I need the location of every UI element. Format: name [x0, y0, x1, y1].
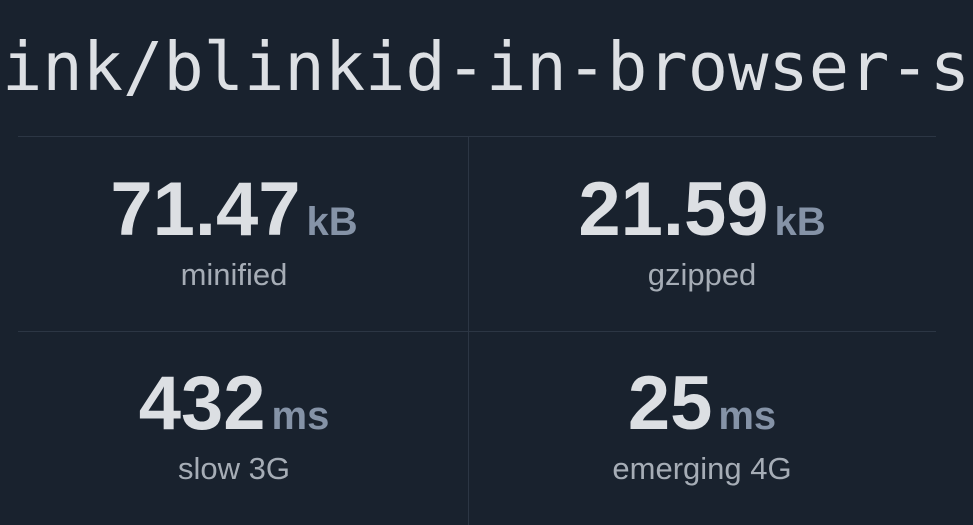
stat-label: minified	[180, 257, 288, 292]
stat-unit: kB	[306, 200, 358, 244]
stat-value: 71.47	[110, 167, 301, 252]
stat-value: 25	[627, 361, 713, 446]
divider	[18, 331, 936, 332]
stat-emerging-4g: 25 ms emerging 4G	[477, 366, 927, 486]
stat-label: emerging 4G	[612, 451, 792, 486]
stat-slow-3g: 432 ms slow 3G	[9, 366, 459, 486]
stat-value: 21.59	[578, 167, 769, 252]
stat-gzipped: 21.59 kB gzipped	[477, 172, 927, 292]
stat-label: slow 3G	[178, 451, 290, 486]
stat-unit: ms	[271, 394, 330, 438]
stat-minified: 71.47 kB minified	[9, 172, 459, 292]
stat-unit: kB	[774, 200, 826, 244]
package-title: ink/blinkid-in-browser-s	[2, 28, 971, 106]
divider	[468, 136, 469, 525]
stat-label: gzipped	[647, 257, 757, 292]
stat-value: 432	[138, 361, 266, 446]
divider	[18, 136, 936, 137]
stat-unit: ms	[718, 394, 777, 438]
